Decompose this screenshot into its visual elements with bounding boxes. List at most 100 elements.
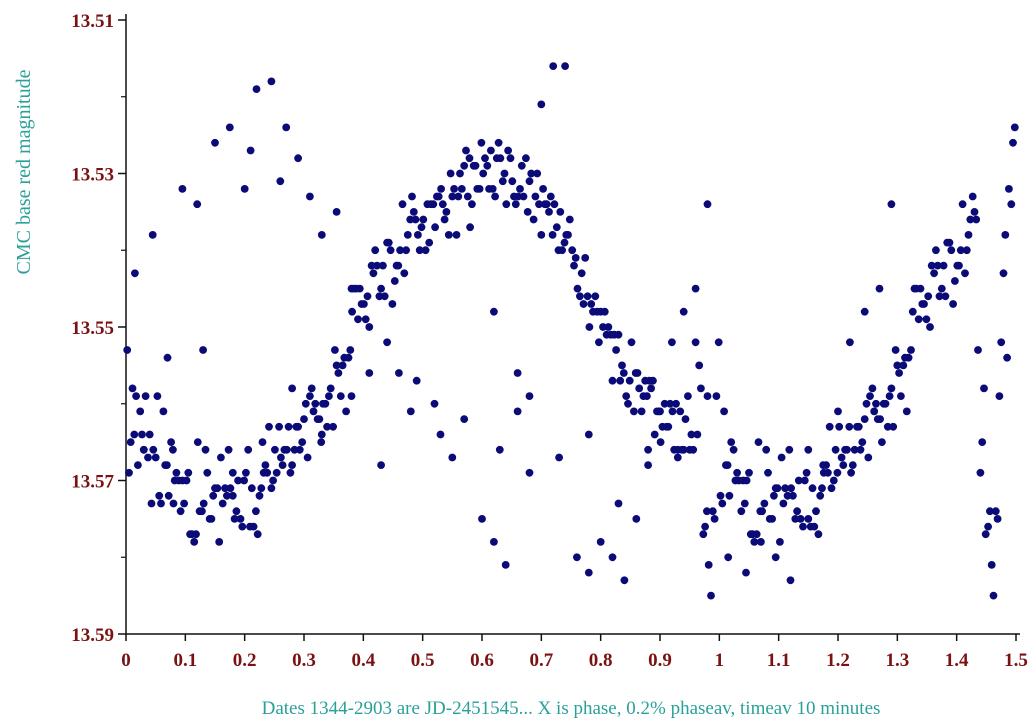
data-point	[585, 323, 594, 331]
data-point	[668, 407, 677, 416]
x-tick-label: 0.3	[292, 650, 316, 671]
data-point	[263, 468, 272, 477]
data-point	[344, 353, 353, 362]
data-point	[347, 392, 356, 400]
data-point	[549, 62, 558, 70]
data-point	[442, 208, 451, 216]
y-axis-label: CMC base red magnitude	[13, 69, 35, 274]
data-point	[207, 515, 216, 523]
data-point	[454, 192, 463, 201]
data-point	[478, 515, 486, 523]
y-tick-label: 13.53	[71, 165, 114, 186]
data-point	[234, 476, 243, 485]
data-point	[804, 445, 813, 454]
x-tick-label: 1.3	[885, 650, 909, 671]
data-point	[584, 430, 593, 439]
data-point	[932, 246, 940, 255]
data-point	[679, 307, 688, 316]
data-point	[712, 392, 721, 400]
data-point	[300, 415, 308, 423]
data-point	[624, 399, 632, 408]
data-point	[630, 407, 638, 416]
data-point	[951, 277, 959, 285]
data-point	[754, 438, 763, 446]
x-tick-label: 1.5	[1004, 650, 1028, 671]
data-point	[916, 284, 925, 293]
data-point	[257, 484, 266, 493]
data-point	[762, 445, 771, 454]
data-point	[317, 438, 326, 446]
data-point	[431, 223, 439, 232]
data-point	[347, 284, 356, 293]
data-point	[334, 369, 343, 377]
data-point	[429, 200, 438, 209]
data-point	[209, 491, 218, 500]
data-point	[448, 453, 457, 462]
y-tick-label: 13.51	[71, 11, 114, 32]
data-point	[930, 269, 938, 278]
data-point	[446, 169, 455, 178]
data-point	[169, 499, 178, 508]
data-point	[276, 177, 285, 186]
data-point	[1003, 353, 1011, 362]
data-point	[494, 138, 503, 147]
data-point	[369, 269, 378, 278]
data-point	[294, 422, 302, 431]
data-point	[501, 561, 510, 569]
data-point	[1001, 231, 1010, 239]
data-point	[167, 438, 176, 446]
data-point	[406, 407, 415, 416]
data-point	[561, 62, 569, 70]
data-point	[907, 346, 915, 354]
data-point	[531, 192, 540, 201]
data-point	[684, 392, 692, 400]
data-point	[1010, 123, 1019, 132]
data-point	[834, 407, 842, 416]
data-point	[964, 231, 973, 239]
data-point	[395, 369, 403, 377]
data-point	[415, 246, 424, 255]
data-point	[325, 392, 333, 400]
data-point	[596, 538, 605, 546]
data-point	[781, 484, 790, 493]
x-tick-label: 0	[121, 650, 131, 671]
data-point	[242, 468, 250, 477]
x-tick-label: 0.9	[648, 650, 672, 671]
data-point	[408, 192, 416, 201]
data-point	[802, 468, 811, 477]
data-point	[949, 300, 957, 308]
data-point	[468, 200, 476, 209]
data-point	[504, 146, 512, 155]
data-point	[463, 192, 472, 201]
data-point	[552, 223, 561, 232]
data-point	[163, 461, 171, 469]
data-point	[149, 445, 158, 454]
data-point	[417, 223, 426, 232]
data-point	[535, 200, 543, 209]
data-point	[462, 146, 470, 155]
data-point	[380, 292, 389, 301]
data-point	[899, 361, 908, 370]
data-point	[169, 445, 177, 454]
data-point	[875, 284, 884, 293]
data-point	[365, 369, 374, 377]
data-point	[693, 430, 702, 439]
data-point	[157, 499, 165, 508]
data-point	[718, 499, 727, 508]
data-point	[203, 468, 212, 477]
data-point	[771, 553, 780, 562]
data-point	[664, 422, 673, 431]
data-point	[269, 476, 277, 485]
data-point	[215, 538, 224, 546]
data-point	[707, 591, 715, 600]
data-point	[632, 515, 641, 523]
data-point	[902, 407, 911, 416]
data-point	[355, 284, 364, 293]
data-point	[525, 392, 534, 400]
data-point	[386, 246, 395, 255]
data-point	[452, 231, 461, 239]
data-point	[679, 445, 688, 454]
data-point	[172, 468, 181, 477]
data-point	[584, 568, 593, 577]
